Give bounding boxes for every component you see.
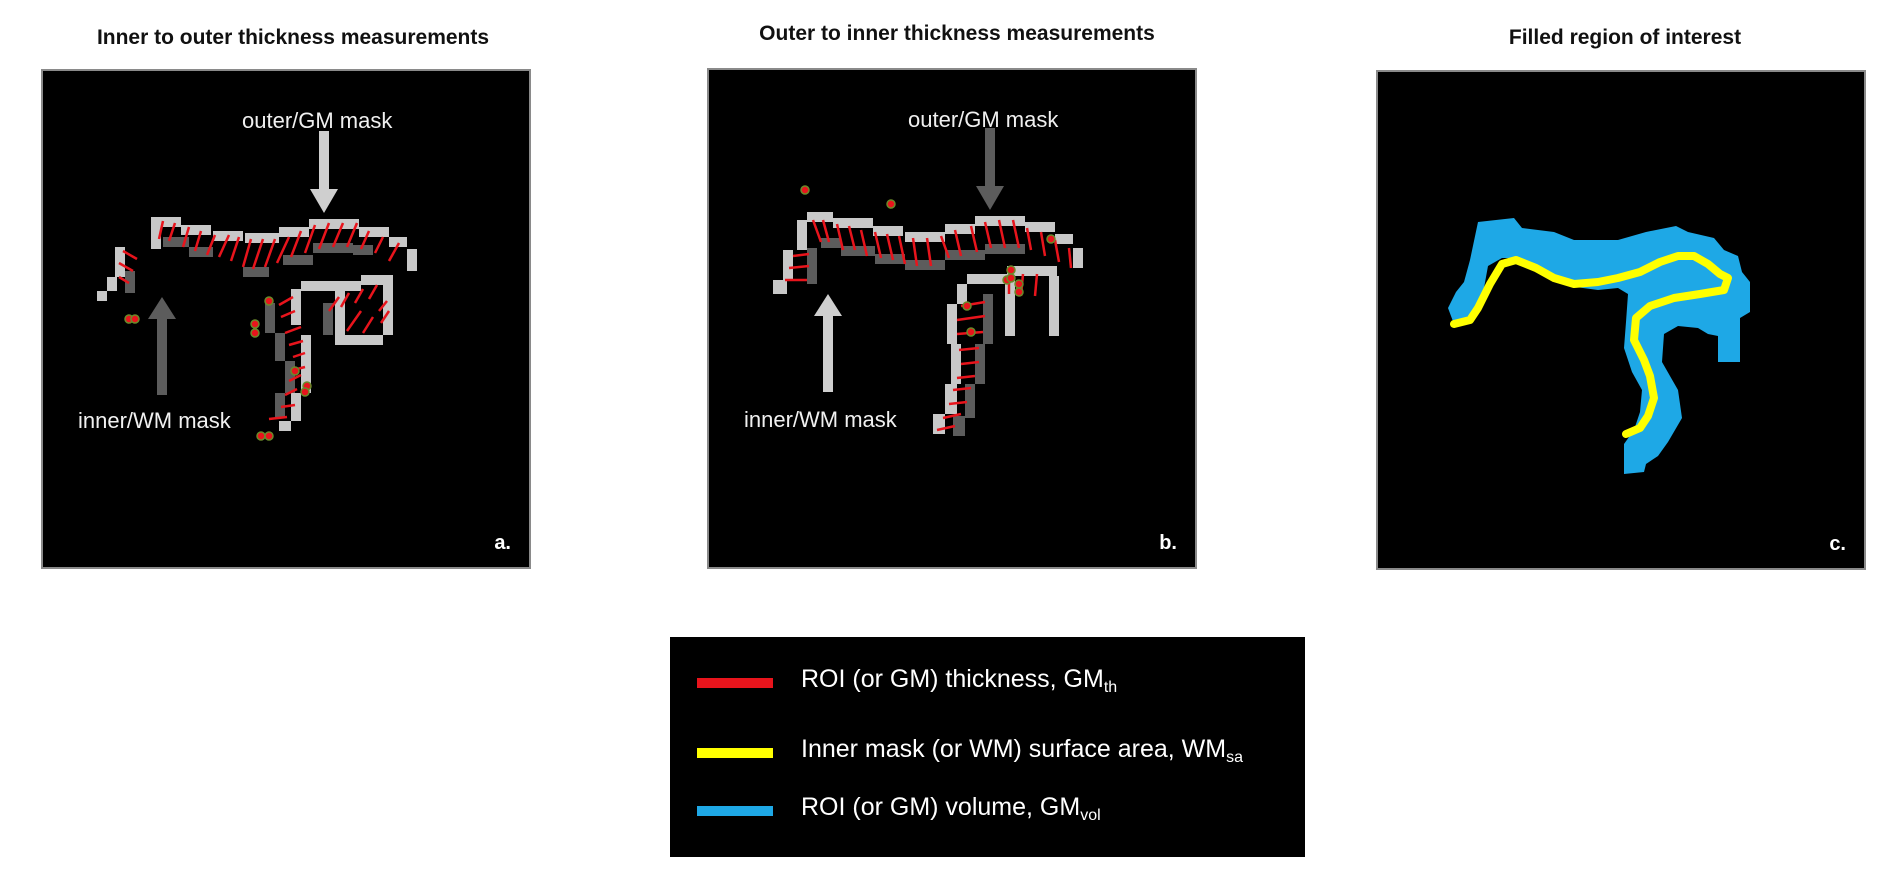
thickness-lines — [118, 220, 401, 421]
legend-item-surface: Inner mask (or WM) surface area, WMsa — [670, 731, 1305, 771]
inner-mask-label: inner/WM mask — [744, 407, 897, 432]
legend-text-sub: sa — [1226, 749, 1243, 766]
legend-text-main: Inner mask (or WM) surface area, WM — [801, 735, 1227, 763]
inner-mask-pixels — [125, 237, 373, 293]
legend-label: ROI (or GM) thickness, GMth — [801, 665, 1117, 697]
panel-a-title: Inner to outer thickness measurements — [96, 26, 490, 49]
panel-a: outer/GM mask inner/WM mask a. — [41, 69, 531, 569]
legend-text-sub: th — [1103, 679, 1118, 696]
legend-label: Inner mask (or WM) surface area, WMsa — [801, 735, 1243, 767]
endpoint-dots — [124, 296, 312, 441]
legend: ROI (or GM) thickness, GMth Inner mask (… — [670, 637, 1305, 857]
outer-arrow — [310, 131, 338, 213]
panel-c: c. — [1376, 70, 1866, 570]
inner-mask-pixels — [807, 238, 1025, 284]
panel-b-letter: b. — [1159, 532, 1177, 554]
outer-mask-lower — [279, 275, 393, 431]
legend-text-main: ROI (or GM) thickness, GM — [801, 665, 1104, 693]
panel-a-letter: a. — [494, 532, 511, 554]
legend-text-sub: vol — [1080, 807, 1101, 824]
outer-mask-label: outer/GM mask — [908, 107, 1059, 132]
panel-c-title: Filled region of interest — [1508, 26, 1742, 49]
panel-b-mask-drawing — [773, 128, 1083, 436]
panel-b: outer/GM mask inner/WM mask b. — [707, 68, 1197, 569]
inner-arrow — [814, 294, 842, 392]
wm-surface-line — [1450, 252, 1732, 438]
inner-mask-lower — [265, 303, 333, 417]
legend-label: ROI (or GM) volume, GMvol — [801, 793, 1101, 825]
inner-mask-lower — [953, 294, 993, 436]
legend-item-thickness: ROI (or GM) thickness, GMth — [670, 661, 1305, 701]
surface-swatch — [697, 748, 773, 758]
outer-mask-lower — [933, 266, 1059, 434]
panel-c-roi-drawing — [1448, 218, 1750, 474]
volume-swatch — [697, 806, 773, 816]
roi-volume-fill — [1448, 218, 1750, 474]
thickness-swatch — [697, 678, 773, 688]
legend-text-main: ROI (or GM) volume, GM — [801, 793, 1081, 821]
panel-b-title: Outer to inner thickness measurements — [759, 22, 1155, 45]
endpoint-dots — [800, 185, 1056, 337]
panel-a-mask-drawing — [97, 131, 417, 441]
outer-arrow — [976, 128, 1004, 210]
legend-item-volume: ROI (or GM) volume, GMvol — [670, 789, 1305, 829]
outer-mask-label: outer/GM mask — [242, 108, 393, 133]
inner-mask-label: inner/WM mask — [78, 408, 231, 433]
inner-arrow — [148, 297, 176, 395]
panel-c-letter: c. — [1829, 533, 1846, 555]
